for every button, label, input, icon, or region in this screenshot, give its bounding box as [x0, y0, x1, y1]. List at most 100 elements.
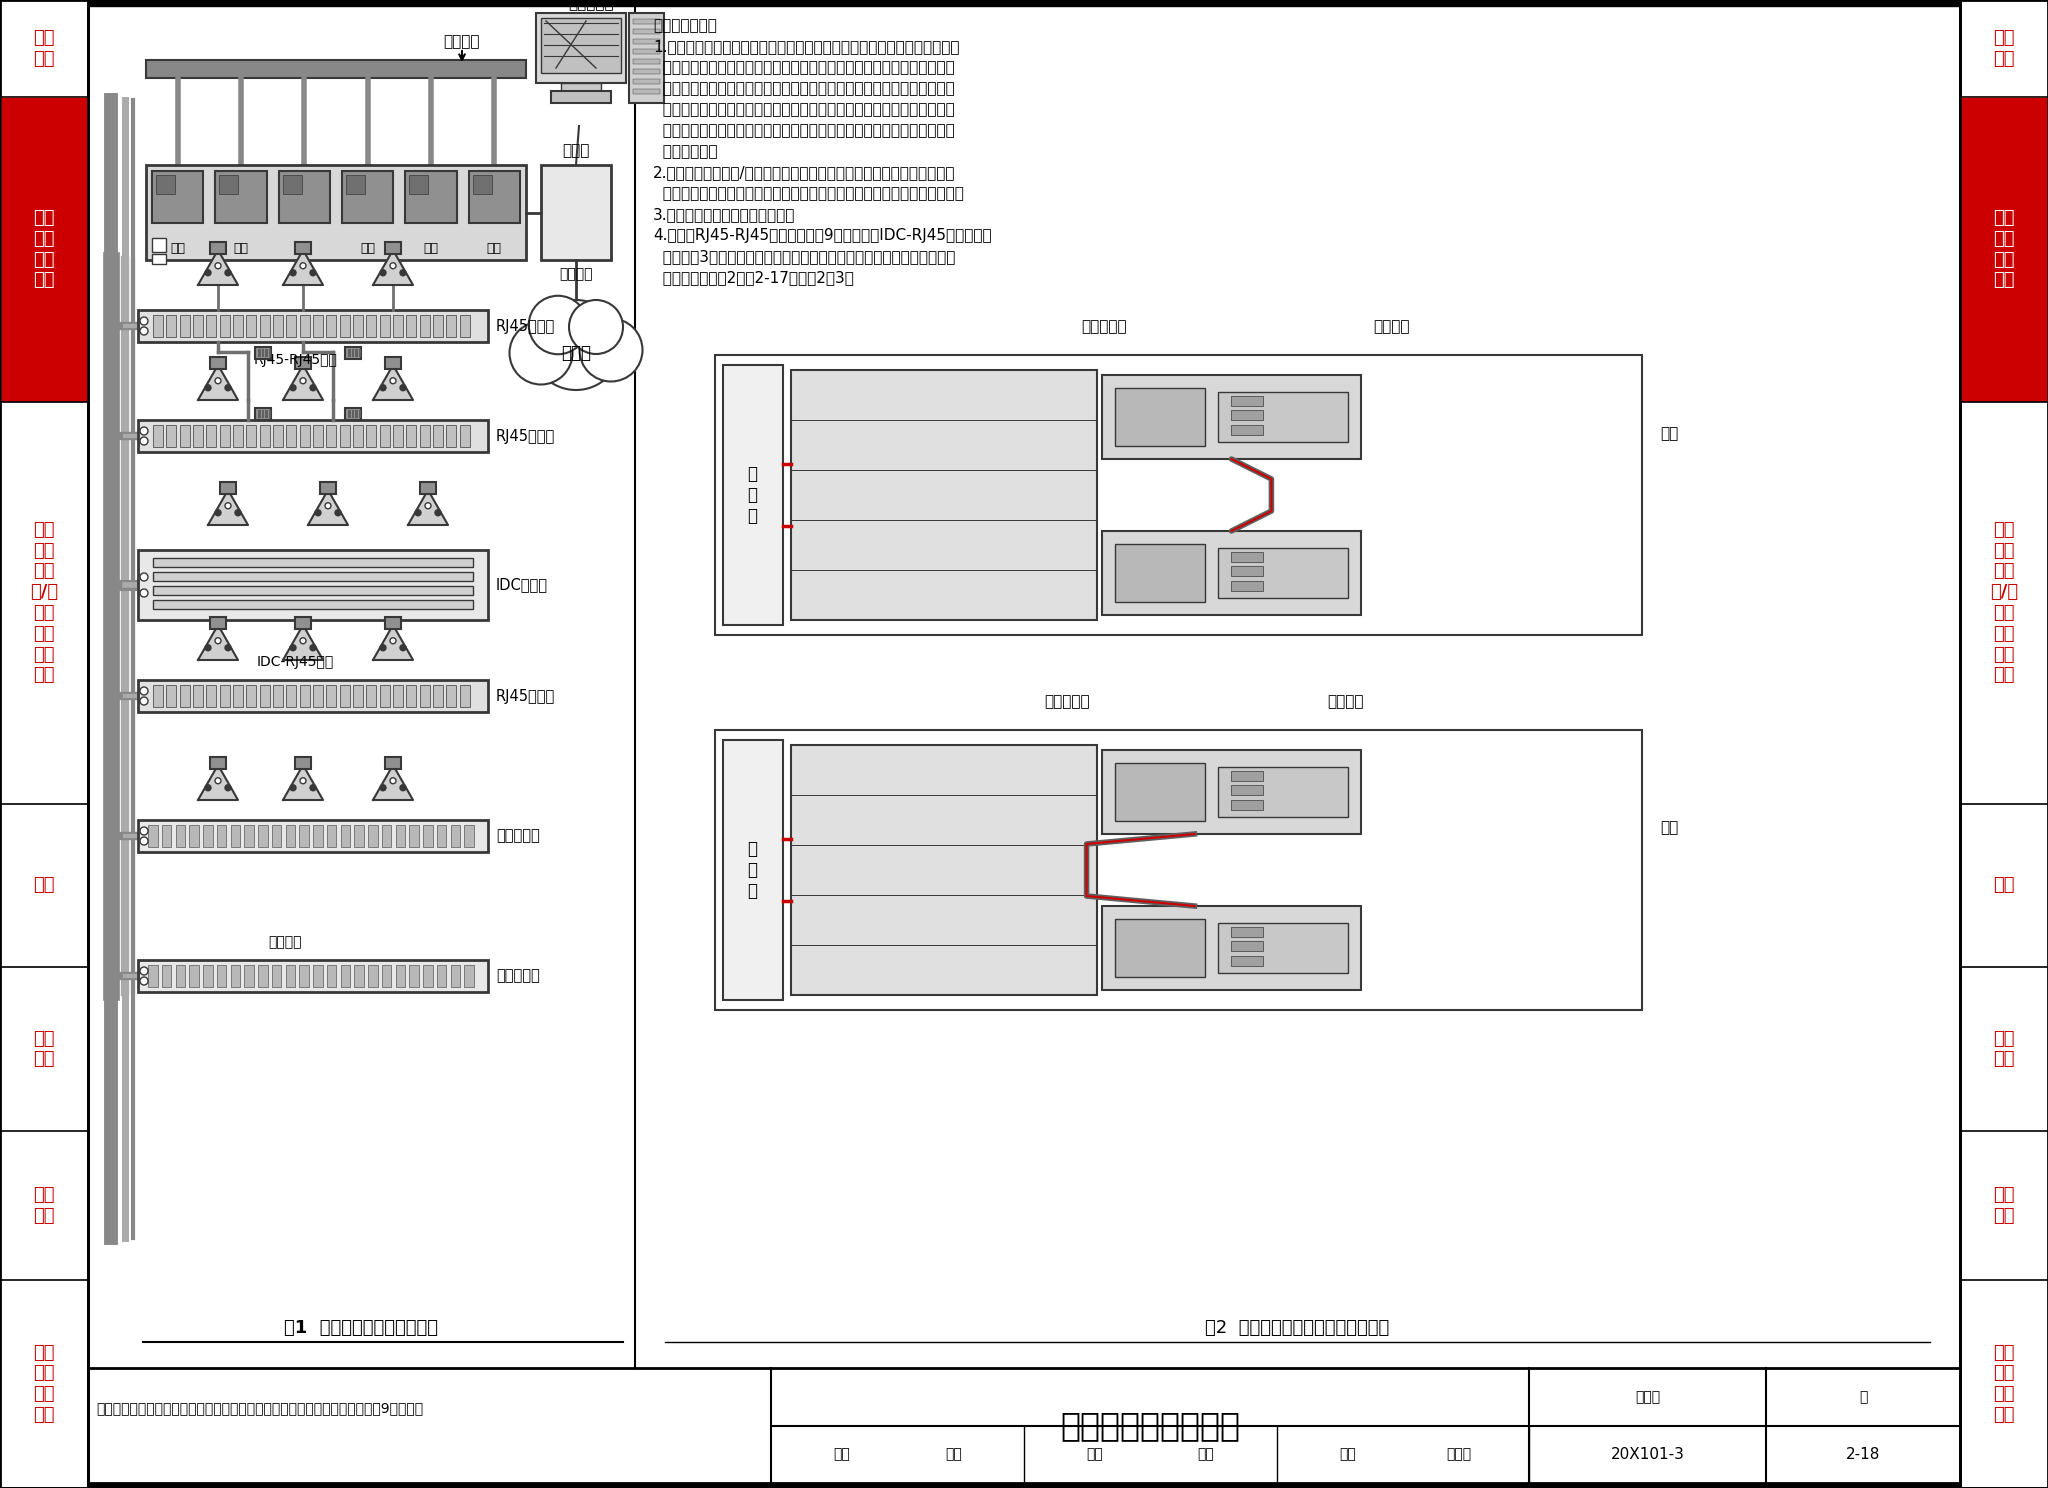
Bar — [285, 824, 295, 847]
Bar — [145, 60, 526, 77]
Bar — [344, 408, 360, 420]
Text: 设计: 设计 — [1339, 1448, 1356, 1461]
Text: 输入: 输入 — [170, 241, 184, 254]
Polygon shape — [373, 365, 414, 400]
Polygon shape — [307, 490, 348, 525]
Text: 数据
中心
布线
系统: 数据 中心 布线 系统 — [33, 1344, 55, 1424]
Bar — [633, 89, 659, 94]
Bar — [203, 824, 213, 847]
Circle shape — [215, 778, 221, 784]
Bar — [537, 13, 627, 83]
Text: 光纤配线架: 光纤配线架 — [496, 829, 541, 844]
Bar — [410, 966, 420, 987]
Bar — [340, 426, 350, 446]
Text: 施工: 施工 — [1993, 876, 2015, 894]
Text: 校对: 校对 — [1085, 1448, 1104, 1461]
Text: 输入: 输入 — [424, 241, 438, 254]
Text: 理，可从硬件层获知网络状况的详细信息从而节省大量的宝贵时间。任何: 理，可从硬件层获知网络状况的详细信息从而节省大量的宝贵时间。任何 — [653, 103, 954, 118]
Text: 综合
布线
系统
设计: 综合 布线 系统 设计 — [33, 208, 55, 290]
Text: RJ45配线架: RJ45配线架 — [496, 689, 555, 704]
Circle shape — [389, 638, 395, 644]
Bar — [246, 684, 256, 707]
Bar — [166, 426, 176, 446]
Text: 孙兰: 孙兰 — [1198, 1448, 1214, 1461]
Text: 图1  智能配线系统连接示意图: 图1 智能配线系统连接示意图 — [285, 1318, 438, 1338]
Bar — [1231, 786, 1262, 796]
Text: 输出: 输出 — [233, 241, 248, 254]
Bar — [629, 13, 664, 103]
Bar — [279, 171, 330, 223]
Polygon shape — [199, 765, 238, 801]
Bar — [154, 600, 473, 609]
Circle shape — [139, 696, 147, 705]
Bar — [406, 315, 416, 336]
Bar — [262, 350, 264, 357]
Bar — [166, 315, 176, 336]
Bar — [381, 966, 391, 987]
Bar — [219, 426, 229, 446]
Bar — [152, 171, 203, 223]
Bar — [231, 966, 240, 987]
Bar — [354, 966, 365, 987]
Bar — [313, 966, 324, 987]
Text: 件中。当一条跳线插入或拔出端口时，系统检测链路可立即通知数据库软: 件中。当一条跳线插入或拔出端口时，系统检测链路可立即通知数据库软 — [653, 60, 954, 74]
Text: 路和闭路，见图2。第2-17页的图2和3。: 路和闭路，见图2。第2-17页的图2和3。 — [653, 269, 854, 286]
Circle shape — [381, 385, 385, 391]
Bar — [446, 426, 457, 446]
Bar — [295, 757, 311, 769]
Bar — [340, 966, 350, 987]
Text: RJ45配线架: RJ45配线架 — [496, 318, 555, 333]
Bar — [1962, 98, 2046, 400]
Circle shape — [205, 644, 211, 650]
Bar — [193, 426, 203, 446]
Bar — [219, 684, 229, 707]
Bar — [272, 315, 283, 336]
Circle shape — [139, 437, 147, 445]
Bar — [313, 684, 324, 707]
Bar — [156, 176, 174, 193]
Bar — [152, 238, 166, 251]
Bar — [166, 684, 176, 707]
Bar — [326, 315, 336, 336]
Bar — [342, 171, 393, 223]
Text: 检测
验收: 检测 验收 — [1993, 1030, 2015, 1068]
Bar — [272, 824, 281, 847]
Bar — [1219, 391, 1348, 442]
Bar — [354, 411, 358, 418]
Circle shape — [426, 503, 430, 509]
Circle shape — [299, 263, 305, 269]
Bar — [424, 824, 432, 847]
Bar — [180, 426, 190, 446]
Bar — [367, 426, 377, 446]
Text: 监测电缆: 监测电缆 — [444, 34, 479, 49]
Bar — [219, 315, 229, 336]
Bar — [459, 684, 469, 707]
Bar — [791, 745, 1096, 995]
Circle shape — [205, 784, 211, 790]
Text: 图集号: 图集号 — [1634, 1390, 1661, 1403]
Bar — [633, 19, 659, 24]
Bar — [344, 347, 360, 359]
Bar — [633, 49, 659, 54]
Circle shape — [205, 269, 211, 275]
Bar — [541, 165, 610, 260]
Circle shape — [528, 296, 588, 354]
Bar — [1114, 387, 1206, 446]
Circle shape — [225, 269, 231, 275]
Bar — [791, 371, 1096, 620]
Bar — [406, 426, 416, 446]
Text: 施工: 施工 — [33, 876, 55, 894]
Bar — [258, 411, 260, 418]
Bar — [446, 315, 457, 336]
Text: 为带有第3针的线缆，在智能配线架端口之间建立连接，该针可以监视开: 为带有第3针的线缆，在智能配线架端口之间建立连接，该针可以监视开 — [653, 248, 954, 263]
Text: 开路状态: 开路状态 — [1374, 320, 1409, 335]
Bar — [203, 966, 213, 987]
Bar — [1231, 927, 1262, 937]
Bar — [436, 824, 446, 847]
Bar — [1102, 906, 1362, 990]
Text: 审核: 审核 — [834, 1448, 850, 1461]
Bar — [1219, 766, 1348, 817]
Bar — [1219, 923, 1348, 973]
Circle shape — [139, 427, 147, 434]
Circle shape — [389, 263, 395, 269]
